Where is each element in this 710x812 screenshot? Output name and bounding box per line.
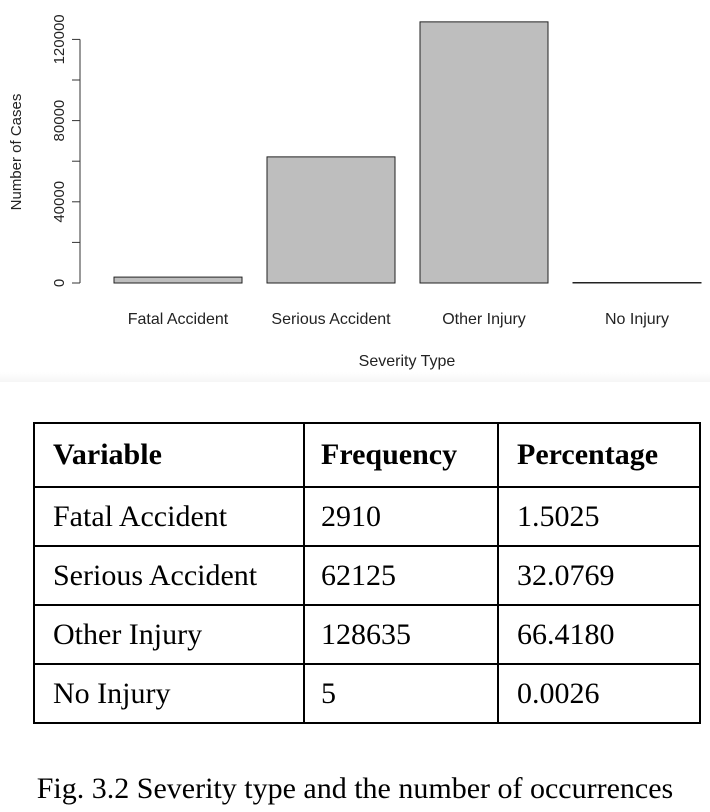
header-percentage: Percentage — [497, 422, 701, 488]
bar — [419, 21, 549, 284]
cell-variable: No Injury — [33, 663, 305, 724]
cell-percentage: 1.5025 — [497, 486, 701, 547]
header-variable: Variable — [33, 422, 305, 488]
y-tick-label: 40000 — [51, 181, 68, 223]
frequency-table: Variable Frequency Percentage Fatal Acci… — [33, 422, 701, 724]
cell-frequency: 2910 — [303, 486, 499, 547]
x-axis-label: Severity Type — [359, 353, 456, 370]
x-tick-label: Serious Accident — [271, 311, 391, 328]
cell-frequency: 62125 — [303, 545, 499, 606]
x-tick-label: Other Injury — [442, 311, 526, 328]
y-axis: 0 40000 80000 120000 — [51, 14, 81, 287]
x-tick-labels: Fatal Accident Serious Accident Other Inju… — [128, 311, 669, 328]
cell-variable: Serious Accident — [33, 545, 305, 606]
table-row: Serious Accident 62125 32.0769 — [33, 545, 701, 606]
figure-caption: Fig. 3.2 Severity type and the number of… — [36, 772, 674, 805]
x-tick-label: No Injury — [605, 311, 669, 328]
bar — [266, 156, 396, 284]
table-row: No Injury 5 0.0026 — [33, 663, 701, 724]
x-tick-label: Fatal Accident — [128, 311, 229, 328]
y-axis-label: Number of Cases — [8, 94, 25, 211]
y-tick-label: 0 — [51, 279, 68, 287]
bar-chart-panel: 0 40000 80000 120000 Fatal Accident Serious … — [0, 0, 710, 382]
cell-frequency: 128635 — [303, 604, 499, 665]
cell-percentage: 0.0026 — [497, 663, 701, 724]
bar-chart: 0 40000 80000 120000 Fatal Accident Serious … — [8, 14, 702, 370]
table-header-row: Variable Frequency Percentage — [33, 422, 701, 488]
cell-frequency: 5 — [303, 663, 499, 724]
bars — [113, 21, 702, 284]
cell-percentage: 32.0769 — [497, 545, 701, 606]
y-tick-label: 120000 — [51, 14, 68, 64]
y-tick-label: 80000 — [51, 100, 68, 142]
bar — [113, 276, 243, 284]
table-row: Fatal Accident 2910 1.5025 — [33, 486, 701, 547]
cell-percentage: 66.4180 — [497, 604, 701, 665]
bar — [572, 282, 702, 284]
header-frequency: Frequency — [303, 422, 499, 488]
cell-variable: Other Injury — [33, 604, 305, 665]
table-row: Other Injury 128635 66.4180 — [33, 604, 701, 665]
cell-variable: Fatal Accident — [33, 486, 305, 547]
